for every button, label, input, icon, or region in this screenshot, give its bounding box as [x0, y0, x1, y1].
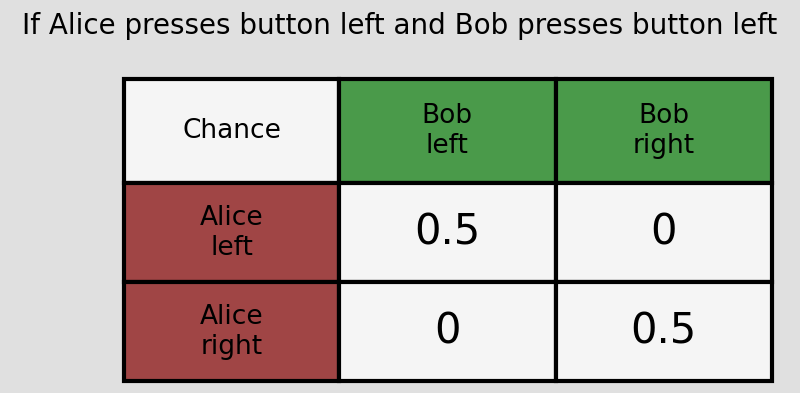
- Text: 0: 0: [650, 211, 677, 253]
- Text: 0.5: 0.5: [414, 211, 481, 253]
- Bar: [124, 183, 339, 282]
- Text: Bob
left: Bob left: [422, 103, 473, 159]
- Bar: [339, 282, 555, 381]
- Text: Alice
right: Alice right: [200, 304, 263, 360]
- Text: Alice
left: Alice left: [200, 205, 263, 261]
- Text: If Alice presses button left and Bob presses button left: If Alice presses button left and Bob pre…: [22, 12, 778, 40]
- Bar: [124, 282, 339, 381]
- Bar: [339, 183, 555, 282]
- Bar: [124, 79, 339, 183]
- Bar: [555, 183, 772, 282]
- Bar: [555, 282, 772, 381]
- Bar: [339, 79, 555, 183]
- Text: Chance: Chance: [182, 118, 281, 144]
- Text: Bob
right: Bob right: [633, 103, 695, 159]
- Text: 0.5: 0.5: [630, 311, 697, 353]
- Bar: [555, 79, 772, 183]
- Text: 0: 0: [434, 311, 461, 353]
